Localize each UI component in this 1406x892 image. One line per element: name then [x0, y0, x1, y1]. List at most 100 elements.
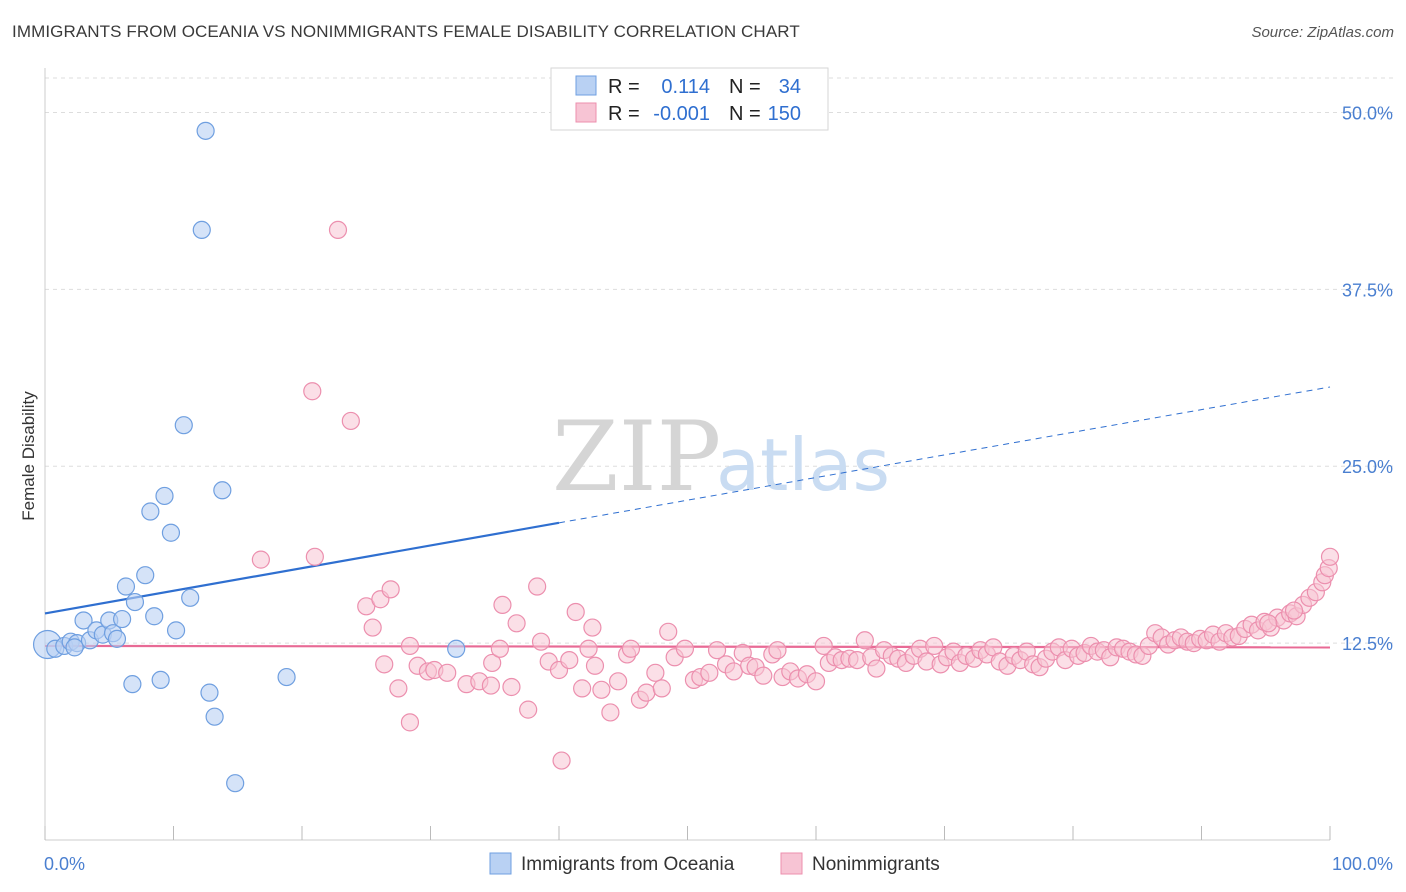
point-nonimmigrants [579, 639, 598, 658]
bottom-legend-label-1: Immigrants from Oceania [521, 854, 735, 875]
point-nonimmigrants [375, 655, 394, 674]
point-immigrants [112, 609, 132, 629]
point-nonimmigrants [646, 663, 665, 682]
watermark-zip: ZIP [552, 401, 721, 513]
point-nonimmigrants [502, 677, 521, 697]
point-nonimmigrants [592, 680, 611, 699]
point-immigrants [161, 523, 181, 542]
point-nonimmigrants [363, 618, 382, 637]
point-immigrants [174, 416, 193, 435]
point-immigrants [192, 220, 211, 240]
data-points [32, 121, 1340, 793]
point-nonimmigrants [381, 580, 400, 599]
point-immigrants [205, 707, 224, 726]
point-immigrants [155, 486, 174, 506]
point-nonimmigrants [490, 639, 509, 658]
point-nonimmigrants [855, 631, 874, 650]
y-tick-labels: 12.5% 25.0% 37.5% 50.0% [1342, 103, 1393, 654]
point-nonimmigrants [560, 650, 579, 670]
source-credit: Source: ZipAtlas.com [1251, 24, 1394, 41]
y-tick-label: 37.5% [1342, 280, 1393, 300]
x-tick-label-max: 100.0% [1332, 854, 1393, 874]
legend-swatch-blue [575, 75, 597, 96]
point-immigrants [141, 502, 160, 521]
legend: R = 0.114 N = 34 R = -0.001 N = 150 [550, 67, 829, 131]
chart-title: IMMIGRANTS FROM OCEANIA VS NONIMMIGRANTS… [12, 22, 800, 41]
point-nonimmigrants [1320, 547, 1340, 566]
point-nonimmigrants [507, 614, 526, 633]
point-nonimmigrants [621, 639, 641, 658]
point-nonimmigrants [700, 663, 719, 682]
point-nonimmigrants [528, 577, 547, 596]
legend-n-value-1: 34 [779, 76, 801, 98]
point-nonimmigrants [1284, 601, 1304, 620]
point-immigrants [277, 667, 296, 687]
point-immigrants [200, 683, 219, 702]
point-immigrants [125, 592, 145, 612]
y-tick-label: 25.0% [1342, 457, 1393, 477]
trendline-immigrants-dashed [558, 386, 1331, 524]
point-immigrants [166, 621, 186, 640]
legend-frame [550, 67, 829, 131]
point-nonimmigrants [328, 220, 348, 240]
point-immigrants [107, 629, 127, 648]
point-nonimmigrants [724, 662, 743, 681]
point-nonimmigrants [659, 622, 678, 641]
legend-swatch-pink [575, 102, 597, 123]
trendline-immigrants-solid [44, 521, 560, 615]
point-nonimmigrants [925, 636, 944, 656]
point-nonimmigrants [768, 641, 787, 660]
legend-r-value-2: -0.001 [653, 103, 710, 125]
point-immigrants [151, 670, 170, 690]
point-immigrants [145, 607, 164, 626]
point-nonimmigrants [806, 672, 826, 691]
point-nonimmigrants [707, 641, 727, 660]
point-nonimmigrants [573, 679, 592, 698]
bottom-legend-label-2: Nonimmigrants [812, 854, 940, 875]
point-immigrants [196, 121, 215, 140]
legend-r-label-2: R = [608, 103, 640, 125]
point-nonimmigrants [303, 382, 322, 401]
point-nonimmigrants [438, 663, 457, 682]
point-immigrants [226, 774, 245, 793]
point-nonimmigrants [867, 659, 886, 678]
watermark-atlas: atlas [716, 423, 890, 507]
point-immigrants [116, 577, 136, 596]
legend-r-label-1: R = [608, 76, 640, 98]
point-nonimmigrants [341, 411, 360, 431]
point-nonimmigrants [583, 618, 602, 637]
point-nonimmigrants [609, 672, 628, 691]
point-immigrants [447, 639, 466, 658]
point-nonimmigrants [483, 653, 502, 673]
point-nonimmigrants [675, 639, 695, 658]
point-immigrants [65, 638, 84, 657]
point-nonimmigrants [305, 547, 324, 566]
point-nonimmigrants [552, 751, 571, 770]
point-nonimmigrants [493, 595, 512, 615]
legend-n-label-2: N = [729, 103, 761, 125]
point-nonimmigrants [400, 636, 420, 656]
point-nonimmigrants [585, 656, 605, 675]
legend-n-label-1: N = [729, 76, 761, 98]
point-nonimmigrants [531, 632, 551, 651]
point-nonimmigrants [389, 679, 408, 698]
point-immigrants [136, 566, 155, 585]
point-immigrants [181, 588, 200, 607]
point-nonimmigrants [601, 703, 620, 722]
point-immigrants [74, 611, 93, 630]
bottom-legend-swatch-blue [489, 852, 512, 875]
x-tick-label-min: 0.0% [44, 854, 85, 874]
point-immigrants [213, 481, 232, 500]
legend-r-value-1: 0.114 [661, 76, 710, 98]
y-tick-label: 50.0% [1342, 103, 1393, 123]
y-axis-label: Female Disability [19, 391, 38, 521]
bottom-legend-swatch-pink [780, 852, 803, 875]
point-nonimmigrants [637, 683, 656, 702]
point-nonimmigrants [566, 602, 585, 622]
bottom-legend: Immigrants from Oceania Nonimmigrants [489, 852, 940, 875]
y-tick-label: 12.5% [1342, 634, 1393, 654]
axes [44, 68, 1331, 841]
point-nonimmigrants [481, 676, 500, 695]
legend-n-value-2: 150 [768, 103, 801, 125]
